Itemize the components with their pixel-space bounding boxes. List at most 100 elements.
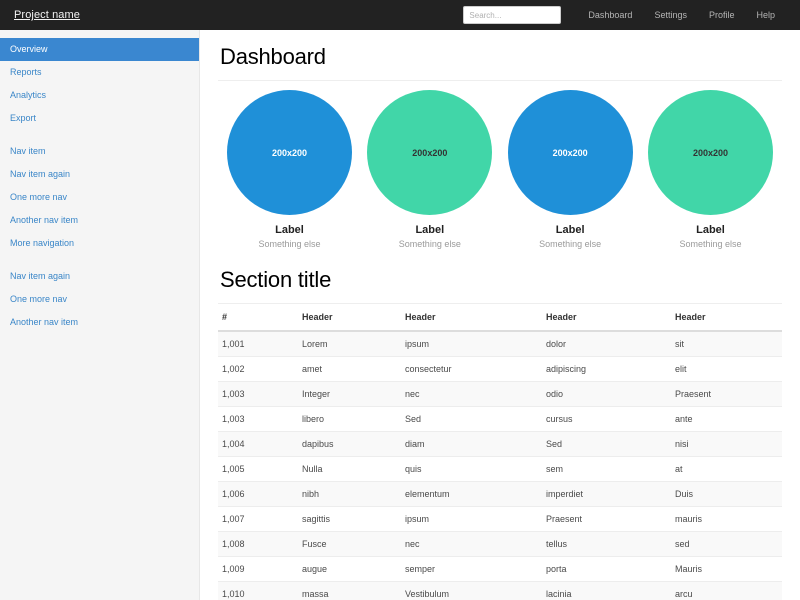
table-row[interactable]: 1,007 sagittis ipsum Praesent mauris	[218, 506, 782, 532]
table-row[interactable]: 1,008 Fusce nec tellus sed	[218, 531, 782, 557]
table-cell: nibh	[298, 481, 401, 507]
table-cell-id: 1,007	[218, 506, 298, 532]
table-head: # Header Header Header Header	[218, 304, 782, 332]
circle-placeholder-image: 200x200	[647, 90, 773, 215]
navbar-right-group: Dashboard Settings Profile Help	[463, 6, 786, 24]
table-row[interactable]: 1,003 libero Sed cursus ante	[218, 406, 782, 432]
table-cell: Vestibulum	[401, 581, 542, 600]
table-cell: ante	[671, 406, 782, 432]
table-row[interactable]: 1,002 amet consectetur adipiscing elit	[218, 356, 782, 382]
table-cell: quis	[401, 456, 542, 482]
card-label: Label	[275, 224, 304, 236]
sidebar-item-another-nav-item[interactable]: Another nav item	[10, 215, 79, 225]
brand-link[interactable]: Project name	[14, 9, 81, 21]
table-cell: massa	[298, 581, 401, 600]
sidebar-item-nav-item[interactable]: Nav item	[10, 146, 46, 156]
table-cell-id: 1,009	[218, 556, 298, 582]
sidebar-item-nav-item-again[interactable]: Nav item again	[10, 169, 71, 179]
nav-link-dashboard[interactable]: Dashboard	[588, 10, 633, 20]
main-content: Dashboard 200x200 Label Something else 2…	[200, 30, 800, 600]
table-cell: lacinia	[542, 581, 671, 600]
table-cell: elementum	[401, 481, 542, 507]
card-item[interactable]: 200x200 Label Something else	[222, 90, 357, 249]
table-cell: dapibus	[298, 431, 401, 457]
table-cell: Duis	[671, 481, 782, 507]
search-input[interactable]	[463, 6, 562, 24]
table-cell: Mauris	[671, 556, 782, 582]
table-row[interactable]: 1,006 nibh elementum imperdiet Duis	[218, 481, 782, 507]
card-label: Label	[415, 224, 445, 236]
table-cell: ipsum	[401, 506, 542, 532]
card-item[interactable]: 200x200 Label Something else	[362, 90, 497, 249]
table-body: 1,001 Lorem ipsum dolor sit 1,002 amet consecte…	[218, 331, 782, 600]
data-table: # Header Header Header Header 1,001 Lorem…	[218, 304, 782, 600]
table-cell: amet	[298, 356, 401, 382]
card-label: Label	[555, 224, 585, 236]
table-cell: Fusce	[298, 531, 401, 557]
table-cell: consectetur	[401, 356, 542, 382]
nav-link-help[interactable]: Help	[756, 10, 775, 20]
nav-link-settings[interactable]: Settings	[654, 10, 687, 20]
sidebar-item-one-more-nav-2[interactable]: One more nav	[10, 294, 68, 304]
table-cell: semper	[401, 556, 542, 582]
table-cell: arcu	[671, 581, 782, 600]
table-cell-id: 1,006	[218, 481, 298, 507]
nav-link-profile[interactable]: Profile	[708, 10, 735, 20]
table-cell: at	[671, 456, 782, 482]
table-cell: odio	[542, 381, 671, 407]
table-header-col-3[interactable]: Header	[542, 304, 671, 332]
table-cell-id: 1,003	[218, 381, 298, 407]
table-cell: adipiscing	[542, 356, 671, 382]
sidebar-item-overview[interactable]: Overview	[0, 38, 199, 61]
table-cell: sagittis	[298, 506, 401, 532]
card-subtitle: Something else	[679, 239, 742, 249]
table-cell: tellus	[542, 531, 671, 557]
table-cell-id: 1,003	[218, 406, 298, 432]
sidebar: Overview Reports Analytics Export Nav it…	[0, 30, 200, 600]
page-title: Dashboard	[218, 30, 782, 81]
table-row[interactable]: 1,001 Lorem ipsum dolor sit	[218, 331, 782, 357]
sidebar-item-another-nav-item-2[interactable]: Another nav item	[10, 317, 79, 327]
table-cell: nec	[401, 531, 542, 557]
card-subtitle: Something else	[258, 239, 321, 249]
table-cell: nec	[401, 381, 542, 407]
table-cell: porta	[542, 556, 671, 582]
table-cell-id: 1,001	[218, 331, 298, 357]
table-cell: nisi	[671, 431, 782, 457]
section-title: Section title	[218, 249, 782, 304]
card-item[interactable]: 200x200 Label Something else	[503, 90, 638, 249]
table-row[interactable]: 1,003 Integer nec odio Praesent	[218, 381, 782, 407]
sidebar-item-nav-item-again-2[interactable]: Nav item again	[10, 271, 71, 281]
table-cell: ipsum	[401, 331, 542, 357]
sidebar-item-reports[interactable]: Reports	[10, 67, 42, 77]
table-cell-id: 1,002	[218, 356, 298, 382]
table-cell: diam	[401, 431, 542, 457]
table-cell-id: 1,010	[218, 581, 298, 600]
table-cell: mauris	[671, 506, 782, 532]
card-item[interactable]: 200x200 Label Something else	[643, 90, 778, 249]
cards-row: 200x200 Label Something else 200x200 Lab…	[218, 81, 782, 249]
table-row[interactable]: 1,004 dapibus diam Sed nisi	[218, 431, 782, 457]
table-row[interactable]: 1,010 massa Vestibulum lacinia arcu	[218, 581, 782, 600]
table-header-row: # Header Header Header Header	[218, 304, 782, 332]
table-cell: Praesent	[671, 381, 782, 407]
table-header-col-2[interactable]: Header	[401, 304, 542, 332]
table-cell: Sed	[542, 431, 671, 457]
card-label: Label	[696, 224, 725, 236]
table-cell: elit	[671, 356, 782, 382]
table-cell: Sed	[401, 406, 542, 432]
table-header-id[interactable]: #	[218, 304, 298, 332]
sidebar-item-analytics[interactable]: Analytics	[10, 90, 47, 100]
table-cell: sem	[542, 456, 671, 482]
table-row[interactable]: 1,005 Nulla quis sem at	[218, 456, 782, 482]
table-header-col-1[interactable]: Header	[298, 304, 401, 332]
sidebar-item-more-navigation[interactable]: More navigation	[10, 238, 75, 248]
table-header-col-4[interactable]: Header	[671, 304, 782, 332]
table-row[interactable]: 1,009 augue semper porta Mauris	[218, 556, 782, 582]
sidebar-item-export[interactable]: Export	[10, 113, 37, 123]
table-cell: augue	[298, 556, 401, 582]
table-cell: sit	[671, 331, 782, 357]
sidebar-item-one-more-nav[interactable]: One more nav	[10, 192, 68, 202]
table-cell: imperdiet	[542, 481, 671, 507]
table-cell: Lorem	[298, 331, 401, 357]
